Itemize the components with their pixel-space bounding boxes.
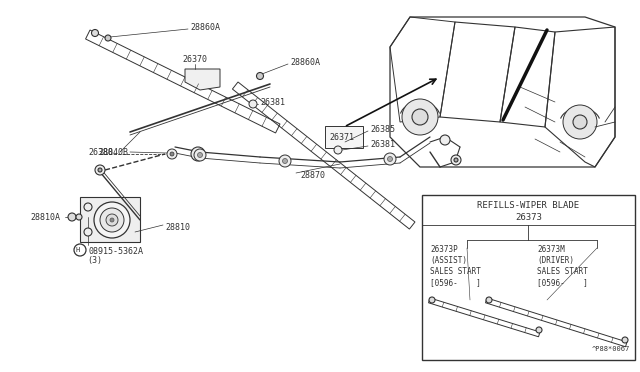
Circle shape <box>68 213 76 221</box>
Circle shape <box>105 35 111 41</box>
Circle shape <box>384 153 396 165</box>
Circle shape <box>334 146 342 154</box>
Circle shape <box>486 297 492 303</box>
Circle shape <box>622 337 628 343</box>
FancyBboxPatch shape <box>325 126 363 148</box>
Circle shape <box>279 155 291 167</box>
Circle shape <box>429 297 435 303</box>
Circle shape <box>167 149 177 159</box>
Circle shape <box>412 109 428 125</box>
Circle shape <box>198 153 202 157</box>
Circle shape <box>563 105 597 139</box>
Circle shape <box>536 327 542 333</box>
Circle shape <box>451 155 461 165</box>
Circle shape <box>454 158 458 162</box>
Text: 26373M
(DRIVER)
SALES START
[0596-    ]: 26373M (DRIVER) SALES START [0596- ] <box>537 245 588 287</box>
Text: 26373P
(ASSIST)
SALES START
[0596-    ]: 26373P (ASSIST) SALES START [0596- ] <box>430 245 481 287</box>
Circle shape <box>84 228 92 236</box>
Circle shape <box>387 157 392 161</box>
Circle shape <box>402 99 438 135</box>
Circle shape <box>98 168 102 172</box>
Text: 28860A: 28860A <box>190 22 220 32</box>
Circle shape <box>92 29 99 36</box>
Text: 26381: 26381 <box>370 140 395 148</box>
Text: 08915-5362A: 08915-5362A <box>88 247 143 257</box>
Text: ^P88*0067: ^P88*0067 <box>592 346 630 352</box>
Text: 26380: 26380 <box>88 148 113 157</box>
Circle shape <box>249 100 257 108</box>
Text: 28840B: 28840B <box>98 148 128 157</box>
Text: 28860A: 28860A <box>290 58 320 67</box>
Circle shape <box>191 147 205 161</box>
Text: 26373: 26373 <box>515 212 542 221</box>
Text: H: H <box>76 247 80 253</box>
Text: (3): (3) <box>88 256 102 264</box>
Text: 26370: 26370 <box>182 55 207 64</box>
Circle shape <box>194 149 206 161</box>
Text: 28810: 28810 <box>165 222 190 231</box>
Circle shape <box>106 214 118 226</box>
Circle shape <box>100 208 124 232</box>
Circle shape <box>84 203 92 211</box>
Circle shape <box>94 202 130 238</box>
Circle shape <box>95 165 105 175</box>
Circle shape <box>74 244 86 256</box>
Circle shape <box>282 158 287 164</box>
Circle shape <box>76 214 82 220</box>
FancyBboxPatch shape <box>422 195 635 360</box>
Circle shape <box>257 73 264 80</box>
Circle shape <box>195 151 201 157</box>
Circle shape <box>110 218 114 222</box>
Text: 28870: 28870 <box>300 170 325 180</box>
Text: 28810A: 28810A <box>30 212 60 221</box>
Text: 26371: 26371 <box>329 132 354 141</box>
Text: 26381: 26381 <box>260 97 285 106</box>
Polygon shape <box>185 69 220 90</box>
Circle shape <box>170 152 174 156</box>
Circle shape <box>573 115 587 129</box>
Text: REFILLS-WIPER BLADE: REFILLS-WIPER BLADE <box>477 201 580 209</box>
Circle shape <box>440 135 450 145</box>
Text: 26385: 26385 <box>370 125 395 134</box>
FancyBboxPatch shape <box>80 197 140 242</box>
